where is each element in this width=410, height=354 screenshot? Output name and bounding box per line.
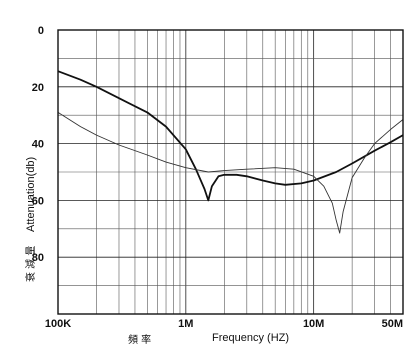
plot-frame bbox=[57, 29, 404, 315]
y-tick-label: 20 bbox=[32, 82, 44, 94]
y-tick-label: 0 bbox=[38, 25, 44, 37]
series-layer bbox=[57, 70, 404, 234]
y-axis-label-cn: 衰 減 量 bbox=[24, 246, 37, 282]
series-line-1 bbox=[57, 70, 404, 202]
x-tick-label: 10M bbox=[303, 318, 324, 330]
x-tick-label: 50M bbox=[382, 318, 403, 330]
y-tick-label: 60 bbox=[32, 195, 44, 207]
y-axis-label: Attenuation(db) bbox=[25, 157, 37, 232]
y-tick-label: 40 bbox=[32, 139, 44, 151]
x-axis-label: Frequency (HZ) bbox=[212, 332, 289, 344]
x-tick-label: 1M bbox=[178, 318, 193, 330]
x-tick-label: 100K bbox=[45, 318, 71, 330]
grid bbox=[58, 30, 403, 314]
series-line-2 bbox=[57, 112, 404, 234]
y-tick-label: 80 bbox=[32, 252, 44, 264]
tick-labels: 0 20 40 60 80 100K 1M 10M 50M bbox=[32, 25, 403, 330]
x-axis-label-cn: 頻 率 bbox=[128, 333, 151, 346]
